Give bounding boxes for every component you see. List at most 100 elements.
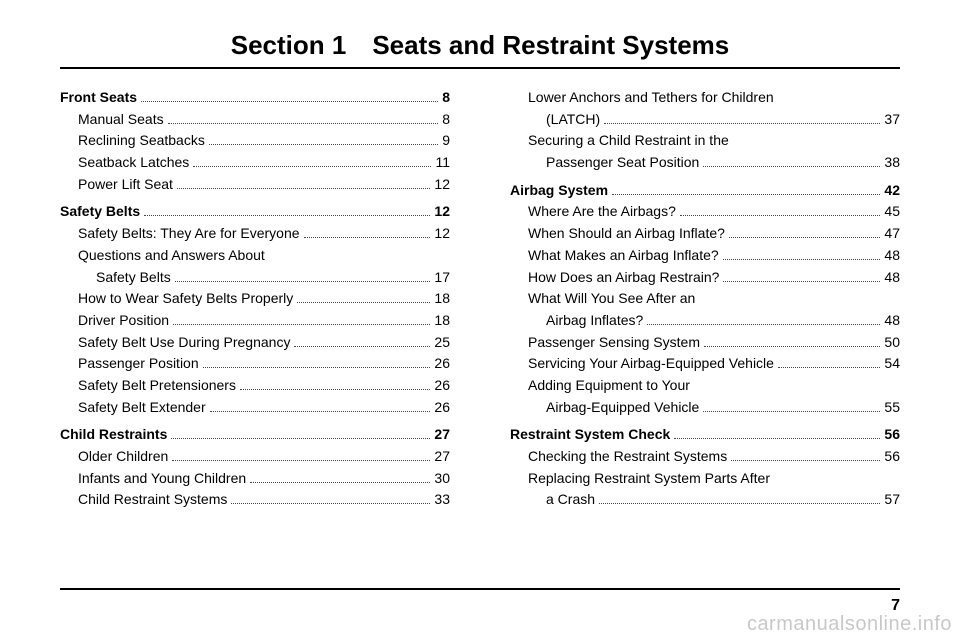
toc-row: What Will You See After an [510,288,900,310]
toc-leader-dots [171,438,430,439]
toc-page: 12 [434,201,450,223]
toc-row: Where Are the Airbags?45 [510,201,900,223]
toc-row: Checking the Restraint Systems 56 [510,446,900,468]
toc-label: Child Restraint Systems [78,489,227,511]
toc-label: Adding Equipment to Your [528,375,690,397]
toc-leader-dots [778,367,880,368]
toc-row: Passenger Position 26 [60,353,450,375]
toc-label: a Crash [546,489,595,511]
toc-page: 26 [434,353,450,375]
toc-leader-dots [193,166,431,167]
toc-page: 8 [442,109,450,131]
toc-page: 47 [884,223,900,245]
toc-label: Airbag-Equipped Vehicle [546,397,699,419]
toc-leader-dots [173,324,430,325]
toc-leader-dots [723,259,881,260]
toc-label: Replacing Restraint System Parts After [528,468,770,490]
toc-label: Safety Belts [96,267,171,289]
toc-leader-dots [680,215,881,216]
toc-leader-dots [704,346,880,347]
toc-label: Safety Belts: They Are for Everyone [78,223,300,245]
toc-label: Child Restraints [60,424,167,446]
toc-leader-dots [297,302,430,303]
toc-row: Passenger Seat Position 38 [510,152,900,174]
toc-row: Safety Belts: They Are for Everyone12 [60,223,450,245]
toc-row: Manual Seats 8 [60,109,450,131]
toc-page: 42 [884,180,900,202]
toc-label: Airbag System [510,180,608,202]
toc-row: Seatback Latches11 [60,152,450,174]
toc-row: Child Restraints 27 [60,424,450,446]
toc-label: Safety Belts [60,201,140,223]
toc-leader-dots [231,503,430,504]
toc-page: 48 [884,310,900,332]
toc-page: 57 [884,489,900,511]
watermark: carmanualsonline.info [747,613,952,636]
toc-leader-dots [604,123,880,124]
toc-row: Adding Equipment to Your [510,375,900,397]
toc-leader-dots [703,166,880,167]
toc-row: How to Wear Safety Belts Properly18 [60,288,450,310]
toc-row: Airbag System 42 [510,180,900,202]
toc-columns: Front Seats8Manual Seats8Reclining Seatb… [60,87,900,511]
toc-page: 30 [434,468,450,490]
toc-label: Servicing Your Airbag-Equipped Vehicle [528,353,774,375]
toc-row: How Does an Airbag Restrain?48 [510,267,900,289]
toc-leader-dots [674,438,880,439]
toc-page: 48 [884,245,900,267]
toc-leader-dots [144,215,430,216]
toc-label: Lower Anchors and Tethers for Children [528,87,774,109]
toc-page: 26 [434,375,450,397]
toc-page: 54 [884,353,900,375]
toc-row: (LATCH)37 [510,109,900,131]
toc-page: 56 [884,424,900,446]
toc-leader-dots [175,281,431,282]
toc-page: 33 [434,489,450,511]
toc-label: Passenger Seat Position [546,152,699,174]
toc-row: Airbag Inflates?48 [510,310,900,332]
toc-row: Reclining Seatbacks9 [60,130,450,152]
toc-label: Seatback Latches [78,152,189,174]
toc-leader-dots [703,411,880,412]
toc-label: Driver Position [78,310,169,332]
toc-leader-dots [210,411,431,412]
toc-page: 17 [434,267,450,289]
toc-leader-dots [599,503,880,504]
title-rule [60,67,900,69]
toc-row: Securing a Child Restraint in the [510,130,900,152]
toc-page: 8 [442,87,450,109]
toc-page: 12 [434,174,450,196]
toc-label: Passenger Position [78,353,199,375]
toc-page: 25 [434,332,450,354]
toc-row: Servicing Your Airbag-Equipped Vehicle 54 [510,353,900,375]
bottom-rule [60,588,900,590]
toc-label: Manual Seats [78,109,164,131]
toc-row: Infants and Young Children30 [60,468,450,490]
toc-column-right: Lower Anchors and Tethers for Children(L… [510,87,900,511]
toc-row: Power Lift Seat12 [60,174,450,196]
toc-page: 56 [884,446,900,468]
toc-label: Reclining Seatbacks [78,130,205,152]
toc-leader-dots [172,460,430,461]
toc-leader-dots [294,346,430,347]
toc-page: 55 [884,397,900,419]
toc-row: What Makes an Airbag Inflate?48 [510,245,900,267]
toc-page: 50 [884,332,900,354]
toc-leader-dots [723,281,880,282]
toc-column-left: Front Seats8Manual Seats8Reclining Seatb… [60,87,450,511]
toc-page: 38 [884,152,900,174]
toc-label: Passenger Sensing System [528,332,700,354]
toc-row: Airbag-Equipped Vehicle 55 [510,397,900,419]
toc-label: Restraint System Check [510,424,670,446]
toc-row: Safety Belts 17 [60,267,450,289]
toc-leader-dots [240,389,430,390]
toc-row: When Should an Airbag Inflate?47 [510,223,900,245]
toc-leader-dots [203,367,431,368]
toc-row: Older Children27 [60,446,450,468]
toc-leader-dots [304,237,431,238]
toc-page: 27 [434,424,450,446]
toc-page: 18 [434,288,450,310]
toc-row: Lower Anchors and Tethers for Children [510,87,900,109]
toc-leader-dots [177,188,430,189]
toc-label: Checking the Restraint Systems [528,446,727,468]
